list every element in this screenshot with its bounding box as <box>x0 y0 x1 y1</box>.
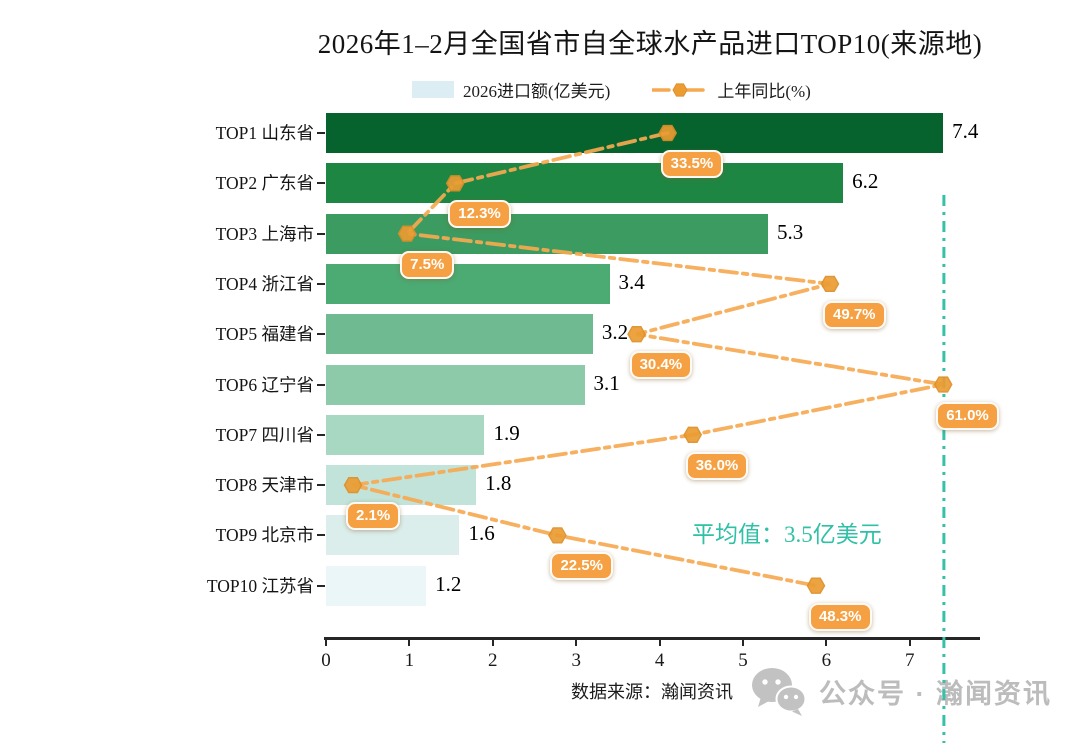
watermark: 公众号 · 瀚闻资讯 <box>751 666 1052 716</box>
legend-bar-swatch <box>412 81 454 98</box>
bar-top2 <box>326 163 844 204</box>
chart-title: 2026年1–2月全国省市自全球水产品进口TOP10(来源地) <box>317 29 983 59</box>
x-axis-tick <box>742 639 744 646</box>
bar-top7 <box>326 414 485 455</box>
bar-value-label: 7.4 <box>952 119 979 143</box>
x-axis-tick-label: 3 <box>571 650 581 671</box>
yoy-badge-5: 30.4% <box>629 351 693 380</box>
yoy-marker-4 <box>820 275 840 293</box>
yoy-line-series <box>343 124 953 594</box>
y-axis-tick <box>317 584 325 587</box>
x-axis-tick <box>908 639 911 646</box>
bar-top6 <box>326 364 585 405</box>
bar-value-label: 1.9 <box>493 420 520 445</box>
yoy-badge-7: 36.0% <box>685 451 749 480</box>
yoy-badge-3: 7.5% <box>400 250 455 279</box>
x-axis-line <box>324 637 980 640</box>
x-axis-tick-label: 5 <box>738 650 748 671</box>
bar-value-label: 1.8 <box>485 471 512 496</box>
x-axis-tick <box>408 639 411 646</box>
x-axis-tick-label: 7 <box>905 650 915 671</box>
bar-top10 <box>326 565 427 606</box>
x-axis-tick <box>325 639 327 646</box>
yoy-badge-2: 12.3% <box>448 200 511 229</box>
yoy-badge-9: 22.5% <box>550 552 613 581</box>
y-axis-tick <box>317 282 325 285</box>
yoy-badge-4: 49.7% <box>822 300 886 329</box>
legend-item-yoy: 上年同比(%) <box>652 77 811 102</box>
y-axis-label-1: TOP1 山东省 <box>215 123 314 143</box>
chart-legend: 2026进口额(亿美元) 上年同比(%) <box>412 77 811 102</box>
x-axis-tick <box>575 639 578 646</box>
yoy-badge-6: 61.0% <box>936 401 999 430</box>
x-axis-tick-label: 1 <box>404 650 415 671</box>
x-axis-tick <box>825 639 828 646</box>
x-axis-tick-label: 0 <box>321 650 331 671</box>
yoy-marker-6 <box>933 376 953 393</box>
bar-value-label: 3.2 <box>601 320 629 345</box>
y-axis-label-6: TOP6 辽宁省 <box>215 374 314 395</box>
y-axis-tick <box>317 383 325 386</box>
wechat-icon <box>752 668 807 716</box>
yoy-badge-1: 33.5% <box>660 150 724 178</box>
bar-value-label: 5.3 <box>777 219 804 244</box>
bar-value-label: 3.4 <box>618 269 645 294</box>
bar-top4 <box>326 263 610 304</box>
y-axis-label-4: TOP4 浙江省 <box>215 273 314 294</box>
x-axis-tick-label: 2 <box>488 650 498 671</box>
watermark-text: 公众号 · 瀚闻资讯 <box>819 678 1052 709</box>
yoy-marker-5 <box>627 326 646 343</box>
y-axis-tick <box>317 433 325 436</box>
y-axis-tick <box>317 534 325 537</box>
y-axis-label-8: TOP8 天津市 <box>215 475 314 496</box>
average-value-line <box>942 195 946 743</box>
x-axis-tick-label: 6 <box>821 650 832 671</box>
bar-top5 <box>326 314 593 355</box>
bar-value-label: 1.2 <box>435 571 462 596</box>
yoy-marker-7 <box>683 426 703 443</box>
yoy-marker-2 <box>445 175 465 192</box>
x-axis-tick-label: 4 <box>654 650 665 671</box>
y-axis-label-7: TOP7 四川省 <box>215 424 314 445</box>
yoy-marker-8 <box>343 476 363 494</box>
y-axis-tick <box>317 232 325 235</box>
x-axis-tick <box>491 639 494 646</box>
average-value-label: 平均值：3.5亿美元 <box>692 522 882 547</box>
bar-top1 <box>326 113 944 153</box>
y-axis-label-2: TOP2 广东省 <box>215 173 314 194</box>
yoy-badge-10: 48.3% <box>808 602 872 631</box>
yoy-marker-3 <box>397 225 417 242</box>
bar-value-label: 1.6 <box>468 521 495 546</box>
data-source-caption: 数据来源：瀚闻资讯 <box>571 682 733 702</box>
legend-line-sample-icon <box>652 82 709 97</box>
y-axis-label-10: TOP10 江苏省 <box>206 575 314 596</box>
y-axis-tick <box>317 484 325 487</box>
y-axis-tick <box>317 333 325 336</box>
bar-value-label: 6.2 <box>852 169 879 194</box>
bar-value-label: 3.1 <box>593 370 620 395</box>
y-axis-label-3: TOP3 上海市 <box>215 223 314 244</box>
legend-line-label: 上年同比(%) <box>717 82 811 101</box>
y-axis-label-9: TOP9 北京市 <box>215 525 314 546</box>
yoy-marker-10 <box>806 577 826 594</box>
y-axis-tick <box>317 132 325 134</box>
yoy-polyline <box>352 131 944 588</box>
yoy-marker-9 <box>548 527 567 544</box>
legend-bar-label: 2026进口额(亿美元) <box>463 82 611 101</box>
yoy-badge-8: 2.1% <box>346 502 401 531</box>
y-axis-label-5: TOP5 福建省 <box>215 324 314 345</box>
chart-plot-area: TOP1 山东省 7.4 TOP2 广东省 6.2 TOP3 上海市 5.3 TOP4 浙江… <box>207 110 999 743</box>
legend-item-imports: 2026进口额(亿美元) <box>412 77 610 102</box>
yoy-marker-1 <box>658 124 678 142</box>
y-axis-tick <box>317 182 325 185</box>
x-axis-tick <box>658 639 661 646</box>
